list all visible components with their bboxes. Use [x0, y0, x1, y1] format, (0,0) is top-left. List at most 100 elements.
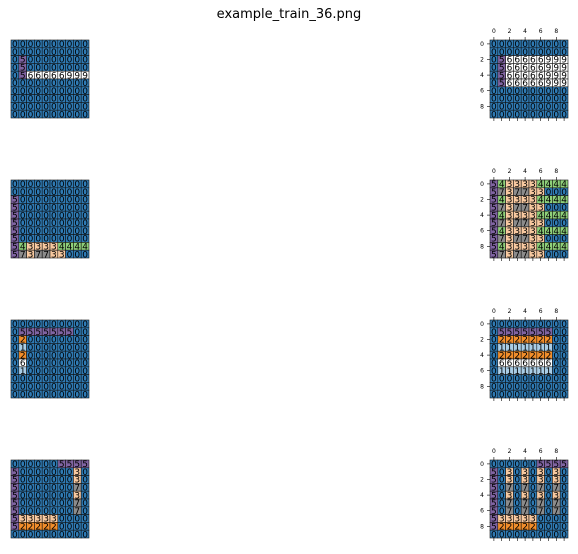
cell-digit: 5 [491, 515, 497, 525]
cell-digit: 0 [51, 491, 57, 501]
cell-digit: 0 [530, 95, 536, 105]
cell-digit: 0 [59, 523, 65, 533]
cell-digit: 3 [20, 515, 26, 525]
cell-digit: 0 [67, 103, 73, 113]
cell-digit: 6 [28, 71, 34, 81]
cell-digit: 0 [499, 484, 505, 494]
cell-digit: 3 [538, 204, 544, 214]
cell-digit: 5 [491, 211, 497, 221]
cell-digit: 0 [553, 87, 559, 97]
cell-digit: 0 [553, 336, 559, 346]
cell-digit: 0 [561, 359, 567, 369]
cell-digit: 2 [522, 351, 528, 361]
cell-digit: 0 [561, 188, 567, 198]
cell-digit: 0 [522, 530, 528, 540]
cell-digit: 6 [538, 71, 544, 81]
cell-digit: 0 [491, 71, 497, 81]
cell-digit: 7 [538, 507, 544, 517]
cell-digit: 0 [67, 344, 73, 354]
cell-digit: 0 [491, 40, 497, 50]
cell-digit: 5 [546, 460, 552, 470]
cell-digit: 0 [59, 320, 65, 330]
cell-digit: 0 [82, 227, 88, 237]
cell-digit: 2 [43, 523, 49, 533]
cell-digit: 6 [514, 64, 520, 74]
cell-digit: 0 [12, 103, 18, 113]
cell-digit: 5 [82, 460, 88, 470]
cell-digit: 0 [546, 499, 552, 509]
cell-digit: 0 [74, 344, 80, 354]
cell-digit: 0 [514, 48, 520, 58]
cell-digit: 0 [20, 235, 26, 245]
cell-digit: 6 [514, 359, 520, 369]
cell-digit: 0 [82, 484, 88, 494]
cell-digit: 0 [35, 235, 41, 245]
cell-digit: 5 [28, 328, 34, 338]
cell-digit: 0 [51, 484, 57, 494]
cell-digit: 6 [546, 359, 552, 369]
cell-digit: 3 [530, 515, 536, 525]
cell-digit: 0 [82, 515, 88, 525]
cell-digit: 0 [20, 484, 26, 494]
cell-digit: 5 [12, 515, 18, 525]
cell-digit: 6 [522, 359, 528, 369]
cell-digit: 0 [561, 507, 567, 517]
cell-digit: 5 [12, 250, 18, 260]
cell-digit: 0 [43, 110, 49, 120]
cell-digit: 5 [491, 204, 497, 214]
cell-digit: 0 [35, 87, 41, 97]
cell-digit: 4 [553, 243, 559, 253]
cell-digit: 9 [74, 71, 80, 81]
cell-digit: 5 [12, 235, 18, 245]
cell-digit: 0 [82, 103, 88, 113]
output-grid-1: 0 0 0 0 0 0 0 0 0 00 0 0 0 0 0 0 0 0 00 5 6 6 6 6 6 9 9 90 5 6 6 6 6 6 9 9 9… [480, 28, 569, 121]
cell-digit: 6 [507, 56, 513, 66]
cell-digit: 3 [507, 243, 513, 253]
cell-digit: 0 [51, 359, 57, 369]
cell-digit: 0 [74, 367, 80, 377]
cell-digit: 0 [28, 188, 34, 198]
grid-cell [80, 249, 90, 259]
cell-digit: 0 [82, 523, 88, 533]
grid-cell [80, 529, 90, 539]
y-tick-label: 2 [480, 57, 484, 64]
cell-digit: 0 [43, 484, 49, 494]
cell-digit: 5 [491, 507, 497, 517]
y-tick-label: 0 [480, 321, 484, 328]
cell-digit: 0 [561, 235, 567, 245]
x-tick-label: 8 [554, 28, 558, 35]
cell-digit: 5 [74, 460, 80, 470]
cell-digit: 0 [20, 204, 26, 214]
cell-digit: 0 [43, 491, 49, 501]
cell-digit: 0 [561, 344, 567, 354]
cell-digit: 0 [530, 499, 536, 509]
cell-digit: 0 [28, 227, 34, 237]
cell-digit: 0 [51, 188, 57, 198]
cell-digit: 0 [35, 499, 41, 509]
cell-digit: 0 [67, 375, 73, 385]
cell-digit: 0 [74, 375, 80, 385]
cell-digit: 0 [74, 87, 80, 97]
cell-digit: 4 [499, 243, 505, 253]
cell-digit: 0 [67, 484, 73, 494]
cell-digit: 5 [530, 328, 536, 338]
cell-digit: 1 [507, 344, 513, 354]
cell-digit: 3 [35, 515, 41, 525]
cell-digit: 0 [20, 507, 26, 517]
cell-digit: 0 [51, 351, 57, 361]
cell-digit: 0 [553, 103, 559, 113]
cell-digit: 7 [507, 484, 513, 494]
cell-digit: 6 [35, 71, 41, 81]
cell-digit: 0 [561, 103, 567, 113]
cell-digit: 0 [82, 320, 88, 330]
cell-digit: 0 [491, 64, 497, 74]
cell-digit: 7 [522, 204, 528, 214]
cell-digit: 0 [12, 95, 18, 105]
cell-digit: 6 [43, 71, 49, 81]
cell-digit: 0 [530, 491, 536, 501]
cell-digit: 2 [499, 351, 505, 361]
cell-digit: 0 [499, 320, 505, 330]
cell-digit: 0 [67, 79, 73, 89]
cell-digit: 0 [561, 336, 567, 346]
cell-digit: 0 [43, 219, 49, 229]
